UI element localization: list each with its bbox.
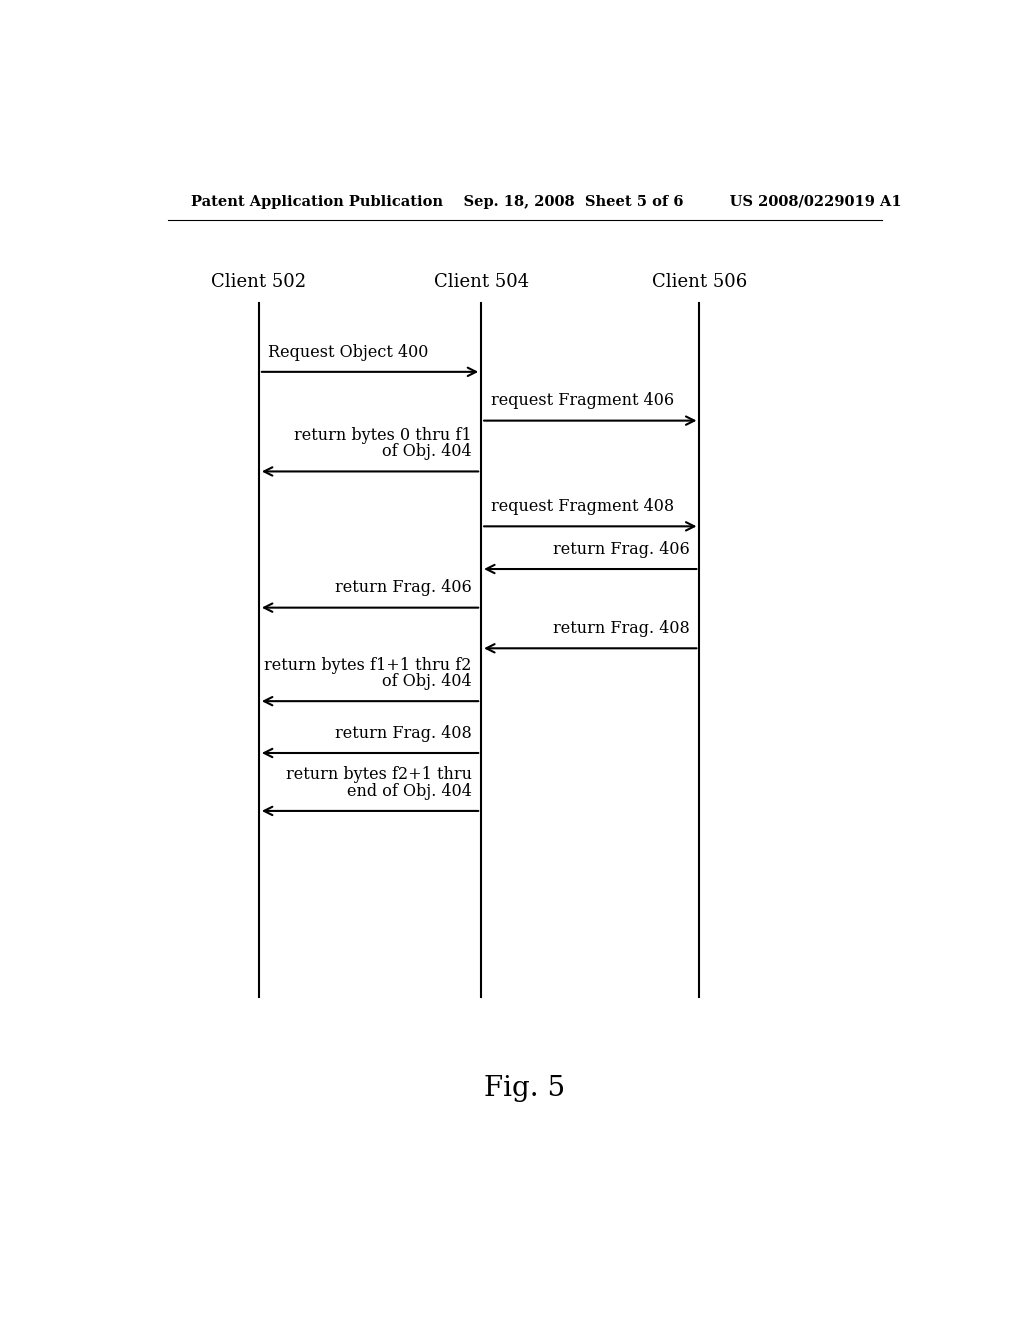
Text: return Frag. 406: return Frag. 406: [335, 579, 472, 597]
Text: request Fragment 406: request Fragment 406: [490, 392, 674, 409]
Text: Request Object 400: Request Object 400: [268, 343, 429, 360]
Text: end of Obj. 404: end of Obj. 404: [347, 783, 472, 800]
Text: Client 504: Client 504: [433, 273, 528, 292]
Text: return bytes f1+1 thru f2: return bytes f1+1 thru f2: [264, 657, 472, 673]
Text: return Frag. 408: return Frag. 408: [553, 620, 690, 638]
Text: return Frag. 408: return Frag. 408: [335, 725, 472, 742]
Text: return bytes f2+1 thru: return bytes f2+1 thru: [286, 767, 472, 784]
Text: return Frag. 406: return Frag. 406: [553, 541, 690, 558]
Text: Fig. 5: Fig. 5: [484, 1074, 565, 1102]
Text: request Fragment 408: request Fragment 408: [490, 498, 674, 515]
Text: Client 506: Client 506: [651, 273, 748, 292]
Text: return bytes 0 thru f1: return bytes 0 thru f1: [294, 426, 472, 444]
Text: Patent Application Publication    Sep. 18, 2008  Sheet 5 of 6         US 2008/02: Patent Application Publication Sep. 18, …: [191, 195, 902, 209]
Text: Client 502: Client 502: [211, 273, 306, 292]
Text: of Obj. 404: of Obj. 404: [382, 444, 472, 461]
Text: of Obj. 404: of Obj. 404: [382, 673, 472, 690]
